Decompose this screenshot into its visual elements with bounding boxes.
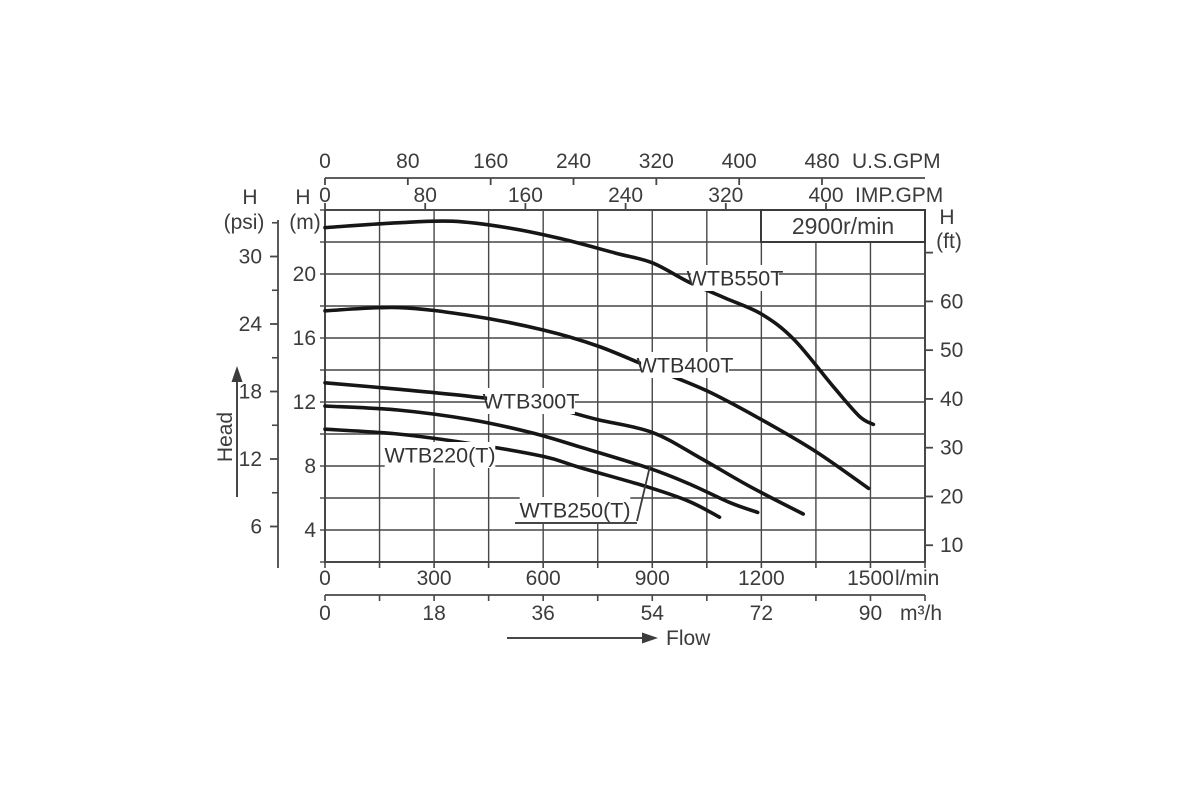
curve-label-mask bbox=[641, 352, 729, 378]
us-gpm-tick-label: 400 bbox=[722, 150, 757, 173]
curve-label-mask bbox=[487, 388, 575, 414]
ft-tick-label: 40 bbox=[940, 388, 963, 411]
curve-label-mask bbox=[384, 442, 496, 468]
curve-label-mask bbox=[691, 265, 779, 291]
ft-axis-unit: (ft) bbox=[936, 230, 962, 253]
head-m-tick-label: 4 bbox=[304, 519, 316, 542]
head-m-tick-label: 12 bbox=[293, 391, 316, 414]
imp-gpm-unit-label: IMP.GPM bbox=[855, 184, 943, 207]
curve-label: WTB400T bbox=[637, 354, 734, 378]
ft-axis-name: H bbox=[939, 206, 954, 229]
psi-tick-label: 30 bbox=[239, 246, 262, 269]
m3h-tick-label: 72 bbox=[750, 602, 773, 625]
imp-gpm-tick-label: 0 bbox=[319, 184, 331, 207]
head-m-tick-label: 16 bbox=[293, 327, 316, 350]
head-arrow-head bbox=[231, 366, 243, 382]
us-gpm-tick-label: 240 bbox=[556, 150, 591, 173]
l-min-tick-label: 900 bbox=[635, 567, 670, 590]
l-min-tick-label: 1200 bbox=[738, 567, 785, 590]
rpm-annotation-box bbox=[760, 209, 926, 243]
head-m-tick-label: 8 bbox=[304, 455, 316, 478]
psi-tick-label: 24 bbox=[239, 313, 263, 336]
l-min-unit-label: l/min bbox=[895, 567, 939, 590]
pump-curve-wtb550t bbox=[323, 219, 876, 427]
pump-curve-wtb220t bbox=[323, 427, 722, 519]
l-min-tick-label: 300 bbox=[417, 567, 452, 590]
l-min-tick-label: 0 bbox=[319, 567, 331, 590]
m3h-tick-label: 0 bbox=[319, 602, 331, 625]
m3h-tick-label: 90 bbox=[859, 602, 882, 625]
us-gpm-tick-label: 480 bbox=[804, 150, 839, 173]
m3h-tick-label: 36 bbox=[532, 602, 555, 625]
ft-tick-label: 30 bbox=[940, 437, 963, 460]
psi-tick-label: 6 bbox=[250, 516, 262, 539]
us-gpm-unit-label: U.S.GPM bbox=[852, 150, 941, 173]
psi-axis-name: H bbox=[242, 186, 257, 209]
imp-gpm-tick-label: 160 bbox=[508, 184, 543, 207]
imp-gpm-tick-label: 320 bbox=[708, 184, 743, 207]
curve-label-mask bbox=[519, 497, 631, 523]
imp-gpm-tick-label: 80 bbox=[414, 184, 437, 207]
curve-label: WTB550T bbox=[687, 267, 784, 291]
ft-tick-label: 60 bbox=[940, 290, 963, 313]
pump-curve-wtb250t bbox=[323, 404, 760, 515]
pump-curve-wtb300t bbox=[323, 381, 805, 516]
curve-label: WTB220(T) bbox=[384, 444, 495, 468]
ft-tick-label: 20 bbox=[940, 485, 963, 508]
ft-tick-label: 10 bbox=[940, 534, 963, 557]
flow-axis-label: Flow bbox=[666, 627, 711, 650]
us-gpm-tick-label: 0 bbox=[319, 150, 331, 173]
flow-arrow-head bbox=[642, 632, 658, 644]
m3h-tick-label: 54 bbox=[641, 602, 665, 625]
head-m-tick-label: 20 bbox=[293, 263, 316, 286]
psi-axis-unit: (psi) bbox=[224, 211, 265, 234]
imp-gpm-tick-label: 400 bbox=[808, 184, 843, 207]
us-gpm-tick-label: 320 bbox=[639, 150, 674, 173]
m3h-unit-label: m³/h bbox=[900, 602, 942, 625]
us-gpm-tick-label: 80 bbox=[396, 150, 419, 173]
curve-label-leader-line bbox=[636, 465, 651, 522]
imp-gpm-tick-label: 240 bbox=[608, 184, 643, 207]
head-m-axis-unit: (m) bbox=[289, 211, 320, 234]
m3h-tick-label: 18 bbox=[422, 602, 445, 625]
l-min-tick-label: 1500 bbox=[847, 567, 894, 590]
curve-label: WTB250(T) bbox=[519, 499, 630, 523]
l-min-tick-label: 600 bbox=[526, 567, 561, 590]
pump-curve-wtb400t bbox=[323, 305, 871, 491]
psi-tick-label: 12 bbox=[239, 448, 262, 471]
us-gpm-tick-label: 160 bbox=[473, 150, 508, 173]
head-m-axis-name: H bbox=[295, 186, 310, 209]
ft-tick-label: 50 bbox=[940, 339, 963, 362]
rpm-annotation: 2900r/min bbox=[792, 213, 894, 239]
curve-label: WTB300T bbox=[483, 390, 580, 414]
psi-tick-label: 18 bbox=[239, 381, 262, 404]
head-axis-label: Head bbox=[214, 412, 237, 462]
